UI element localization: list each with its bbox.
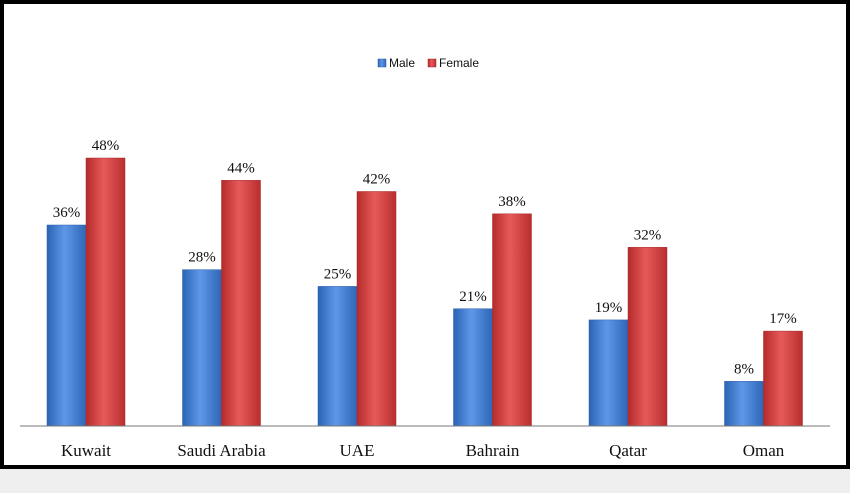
bar-female-qatar <box>627 247 668 427</box>
data-label-male-kuwait: 36% <box>53 205 81 221</box>
data-label-male-uae: 25% <box>324 266 352 282</box>
data-label-male-bahrain: 21% <box>459 289 487 305</box>
bar-female-oman <box>763 330 803 427</box>
data-label-male-oman: 8% <box>734 361 754 377</box>
bar-female-bahrain <box>492 213 532 427</box>
chart-legend: Male Female <box>377 56 479 70</box>
data-label-female-kuwait: 48% <box>92 138 120 154</box>
data-label-female-uae: 42% <box>363 172 391 188</box>
category-label-qatar: Qatar <box>609 441 647 460</box>
bar-male-saudi-arabia <box>182 269 222 427</box>
bar-female-uae <box>356 191 397 427</box>
category-label-kuwait: Kuwait <box>61 441 111 460</box>
bar-male-kuwait <box>46 224 87 427</box>
category-label-saudi-arabia: Saudi Arabia <box>177 441 266 460</box>
category-label-uae: UAE <box>340 441 375 460</box>
data-label-female-saudi-arabia: 44% <box>227 160 255 176</box>
category-label-bahrain: Bahrain <box>466 441 520 460</box>
data-label-female-bahrain: 38% <box>498 194 526 210</box>
data-label-female-oman: 17% <box>769 311 797 327</box>
legend-swatch-male <box>377 58 387 68</box>
legend-label-female: Female <box>439 56 479 70</box>
bars-layer: 36% 48% 28% 44% 25% 42% 21% 38% 19% 32% 8% 17% <box>46 138 803 427</box>
data-label-female-qatar: 32% <box>634 227 662 243</box>
bar-chart: Male Female 36% 48% 28% 44% 25% 42% 21% 38% 19% 32… <box>20 56 830 460</box>
category-label-oman: Oman <box>743 441 785 460</box>
bar-male-uae <box>317 286 358 427</box>
bar-male-oman <box>724 381 764 427</box>
data-label-male-qatar: 19% <box>595 300 623 316</box>
chart-frame <box>0 0 850 469</box>
bar-male-qatar <box>588 319 629 427</box>
legend-label-male: Male <box>389 56 415 70</box>
data-label-male-saudi-arabia: 28% <box>188 250 216 266</box>
bar-female-saudi-arabia <box>221 180 261 427</box>
bar-female-kuwait <box>85 157 126 427</box>
category-labels: Kuwait Saudi Arabia UAE Bahrain Qatar Oman <box>61 441 785 460</box>
bar-male-bahrain <box>453 308 493 427</box>
legend-swatch-female <box>427 58 437 68</box>
